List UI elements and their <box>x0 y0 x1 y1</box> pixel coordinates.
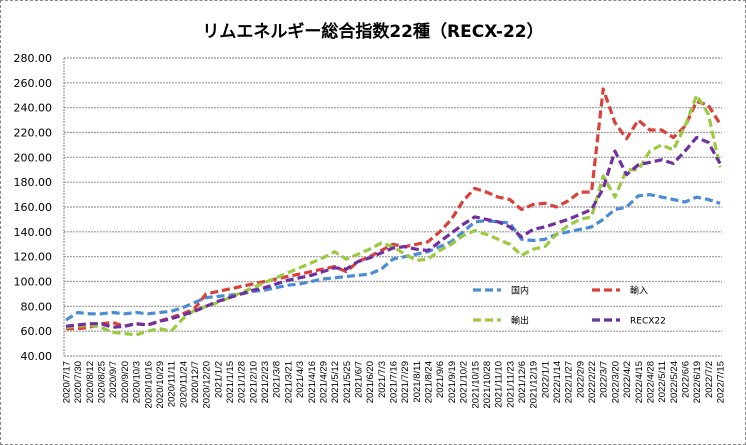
chart-title: リムエネルギー総合指数22種（RECX-22） <box>202 21 543 42</box>
y-tick-label: 220.00 <box>14 127 53 140</box>
series-line-1 <box>65 193 721 322</box>
x-tick-label: 2022/6/6 <box>680 361 691 398</box>
x-tick-label: 2021/3/21 <box>283 361 294 403</box>
legend-label: 輸出 <box>511 315 529 327</box>
x-tick-label: 2022/7/15 <box>716 361 727 403</box>
y-tick-label: 60.00 <box>21 325 53 338</box>
x-tick-label: 2021/11/10 <box>494 361 505 408</box>
x-tick-label: 2020/9/7 <box>108 361 119 398</box>
x-tick-label: 2022/1/1 <box>540 361 551 398</box>
x-tick-label: 2021/10/28 <box>482 361 493 409</box>
y-tick-label: 280.00 <box>14 52 53 65</box>
legend-label: 輸入 <box>630 285 648 297</box>
x-tick-label: 2021/10/15 <box>470 361 481 409</box>
series-lines <box>65 87 722 337</box>
x-tick-label: 2021/4/16 <box>307 361 318 403</box>
x-tick-label: 2021/9/19 <box>447 361 458 403</box>
x-tick-label: 2020/8/25 <box>97 361 108 403</box>
x-tick-label: 2021/4/29 <box>318 361 329 403</box>
x-tick-label: 2020/10/16 <box>143 361 154 409</box>
x-tick-label: 2021/12/19 <box>529 361 540 409</box>
x-tick-label: 2021/12/6 <box>517 361 528 403</box>
x-tick-label: 2021/3/8 <box>272 361 283 398</box>
x-tick-label: 2022/1/14 <box>552 361 563 403</box>
x-tick-label: 2021/8/11 <box>412 361 423 403</box>
x-tick-label: 2022/5/11 <box>657 361 668 403</box>
x-tick-label: 2021/8/24 <box>424 361 435 403</box>
x-tick-label: 2022/4/28 <box>645 361 656 403</box>
x-tick-label: 2020/7/17 <box>62 361 73 403</box>
x-tick-label: 2022/3/20 <box>610 361 621 403</box>
y-tick-label: 80.00 <box>21 300 53 313</box>
x-tick-label: 2021/7/16 <box>389 361 400 403</box>
x-tick-label: 2021/5/25 <box>342 361 353 403</box>
x-tick-label: 2021/5/12 <box>330 361 341 403</box>
x-tick-label: 2022/3/7 <box>599 361 610 398</box>
x-tick-label: 2021/1/2 <box>213 361 224 398</box>
x-tick-label: 2020/11/11 <box>167 361 178 407</box>
y-tick-label: 240.00 <box>14 102 53 115</box>
y-axis: 40.00 60.00 80.00 100.00 120.00 140.00 160.00 1… <box>14 52 65 363</box>
x-tick-label: 2021/10/2 <box>459 361 470 403</box>
x-tick-label: 2022/4/15 <box>634 361 645 403</box>
y-tick-label: 260.00 <box>14 77 53 90</box>
x-tick-label: 2021/11/23 <box>505 361 516 408</box>
x-tick-label: 2020/10/3 <box>132 361 143 403</box>
legend-label: 国内 <box>511 285 529 297</box>
x-tick-label: 2020/12/20 <box>202 361 213 409</box>
y-tick-label: 120.00 <box>14 251 53 264</box>
x-tick-label: 2021/1/15 <box>225 361 236 403</box>
x-tick-label: 2020/9/20 <box>120 361 131 403</box>
x-tick-label: 2021/6/20 <box>365 361 376 403</box>
y-tick-label: 200.00 <box>14 151 53 164</box>
x-tick-label: 2022/7/2 <box>704 361 715 398</box>
y-tick-label: 100.00 <box>14 276 53 289</box>
legend-item: RECX22 <box>592 317 666 327</box>
y-tick-label: 40.00 <box>21 350 53 363</box>
legend-item: 輸入 <box>592 285 648 297</box>
series-line-4 <box>65 135 722 329</box>
x-tick-label: 2022/4/2 <box>622 361 633 398</box>
x-tick-label: 2020/12/7 <box>190 361 201 403</box>
legend-label: RECX22 <box>630 317 666 327</box>
x-tick-label: 2020/7/30 <box>73 361 84 403</box>
x-tick-label: 2021/1/28 <box>237 361 248 403</box>
x-tick-label: 2021/2/23 <box>260 361 271 403</box>
y-tick-label: 180.00 <box>14 176 53 189</box>
x-axis: 2020/7/17 2020/7/30 2020/8/12 2020/8/25 2020… <box>62 361 727 409</box>
x-tick-label: 2022/2/22 <box>587 361 598 403</box>
x-tick-label: 2021/4/3 <box>295 361 306 398</box>
x-tick-label: 2022/1/27 <box>564 361 575 403</box>
x-tick-label: 2022/2/9 <box>575 361 586 398</box>
x-tick-label: 2021/7/29 <box>400 361 411 403</box>
x-tick-label: 2020/10/29 <box>155 361 166 409</box>
x-tick-label: 2020/8/12 <box>85 361 96 403</box>
x-tick-label: 2021/2/10 <box>248 361 259 403</box>
legend-item: 国内 <box>473 285 529 297</box>
legend-item: 輸出 <box>473 315 529 327</box>
x-tick-label: 2021/9/6 <box>435 361 446 398</box>
gridlines <box>64 57 722 357</box>
x-tick-label: 2020/11/24 <box>178 361 189 408</box>
x-tick-label: 2021/7/3 <box>377 361 388 398</box>
x-tick-label: 2022/6/19 <box>692 361 703 403</box>
y-tick-label: 140.00 <box>14 226 53 239</box>
x-tick-label: 2022/5/24 <box>669 361 680 403</box>
x-tick-label: 2021/6/7 <box>353 361 364 398</box>
y-tick-label: 160.00 <box>14 201 53 214</box>
